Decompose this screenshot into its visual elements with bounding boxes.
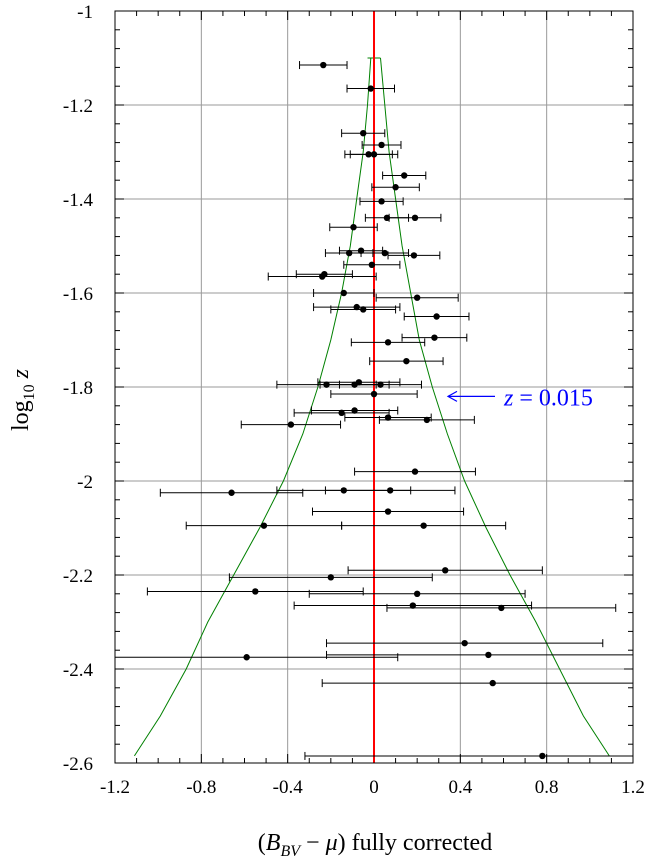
- envelope-left-curve: [133, 57, 372, 757]
- data-point: [377, 381, 384, 388]
- data-point: [320, 61, 327, 69]
- data-point: [386, 487, 394, 494]
- data-point: [353, 303, 360, 311]
- data-point: [413, 590, 421, 597]
- data-point: [351, 407, 358, 414]
- data-point: [252, 588, 259, 595]
- y-tick-label: -1.8: [63, 378, 93, 399]
- data-point: [423, 416, 431, 424]
- annotation-arrowhead: [446, 390, 458, 402]
- plot-frame: [114, 10, 634, 764]
- data-point: [489, 679, 496, 687]
- x-tick-label: -0.8: [186, 777, 216, 798]
- y-tick-label: -2: [77, 472, 93, 493]
- x-tick-label: 0: [369, 777, 379, 798]
- data-point: [340, 487, 347, 494]
- y-tick-label: -1.4: [63, 190, 94, 211]
- data-point: [338, 409, 345, 417]
- x-tick-label: 0.8: [535, 777, 559, 798]
- x-tick-label: -0.4: [273, 777, 304, 798]
- y-tick-label: -1: [77, 2, 93, 23]
- data-point: [442, 567, 449, 574]
- data-point: [431, 334, 438, 341]
- data-point: [351, 381, 358, 388]
- data-point: [485, 651, 492, 659]
- data-point: [370, 390, 378, 398]
- data-point: [410, 252, 418, 259]
- data-point: [357, 247, 365, 254]
- data-points: [228, 61, 546, 760]
- data-point: [411, 468, 419, 475]
- data-point: [323, 381, 330, 388]
- data-point: [383, 214, 391, 221]
- data-point: [539, 752, 546, 760]
- x-tick-label: 0.4: [448, 777, 472, 798]
- data-point: [360, 306, 367, 313]
- data-point: [433, 313, 440, 320]
- data-point: [365, 151, 372, 158]
- x-tick-labels: -1.2 -0.8 -0.4 0 0.4 0.8 1.2: [100, 777, 645, 798]
- data-point: [228, 489, 235, 496]
- data-point: [381, 249, 388, 257]
- y-tick-label: -2.6: [63, 754, 93, 775]
- data-point: [350, 224, 357, 231]
- data-point: [420, 522, 427, 529]
- data-point: [384, 508, 392, 515]
- y-axis-label: log10 z: [8, 368, 38, 431]
- x-tick-label: 1.2: [621, 777, 645, 798]
- data-point: [461, 639, 468, 647]
- y-tick-label: -2.2: [63, 566, 93, 587]
- data-point: [384, 339, 392, 346]
- data-point: [243, 654, 250, 661]
- data-point: [340, 289, 347, 297]
- y-tick-label: -1.2: [63, 96, 93, 117]
- data-point: [392, 184, 399, 191]
- data-point: [260, 522, 268, 529]
- data-point: [327, 574, 335, 581]
- y-tick-label: -2.4: [63, 660, 94, 681]
- data-point: [411, 214, 419, 221]
- annotation-text: z = 0.015: [503, 385, 593, 411]
- data-point: [360, 130, 367, 137]
- data-point: [378, 198, 385, 205]
- data-point: [367, 85, 374, 92]
- data-point: [401, 172, 408, 179]
- data-point: [370, 151, 378, 158]
- data-point: [384, 414, 392, 421]
- data-point: [287, 421, 295, 428]
- z-annotation: z = 0.015: [446, 385, 593, 411]
- data-point: [368, 261, 376, 268]
- data-point: [498, 604, 505, 612]
- data-point: [413, 294, 421, 301]
- x-axis-label: (BBV − μ) fully corrected: [258, 830, 492, 858]
- data-point: [403, 357, 410, 365]
- y-tick-labels: -1 -1.2 -1.4 -1.6 -1.8 -2 -2.2 -2.4 -2.6: [63, 2, 94, 775]
- x-tick-label: -1.2: [100, 777, 130, 798]
- data-point: [319, 273, 326, 280]
- data-point: [378, 141, 385, 149]
- data-point: [345, 249, 353, 257]
- data-point: [409, 602, 417, 609]
- y-tick-label: -1.6: [63, 284, 93, 305]
